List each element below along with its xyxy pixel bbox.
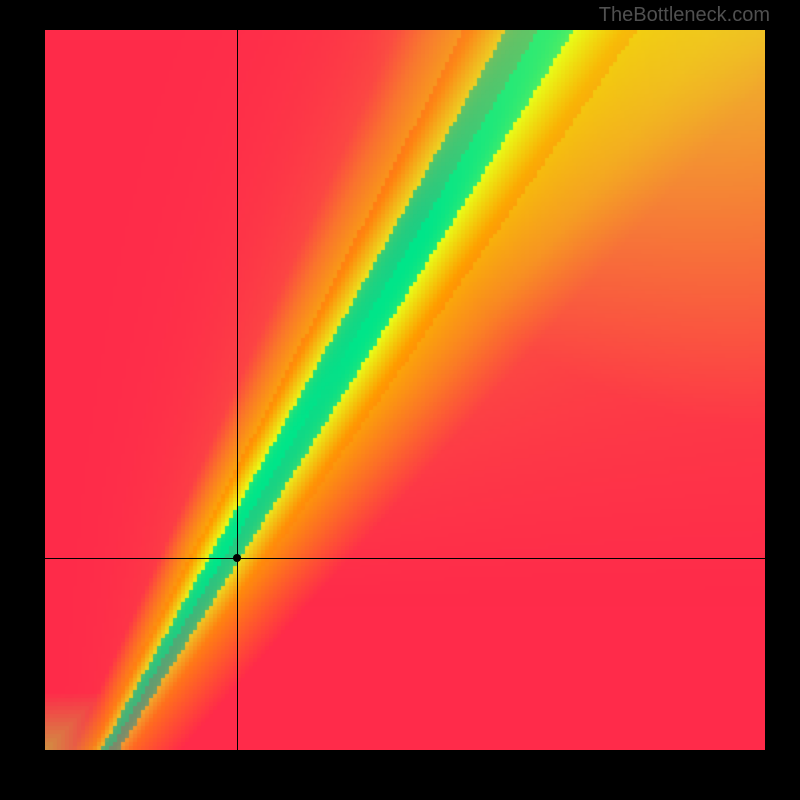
crosshair-horizontal <box>45 558 765 559</box>
crosshair-marker <box>233 554 241 562</box>
plot-area <box>45 30 765 750</box>
watermark-text: TheBottleneck.com <box>599 4 770 27</box>
heatmap-canvas <box>45 30 765 750</box>
crosshair-vertical <box>237 30 238 750</box>
